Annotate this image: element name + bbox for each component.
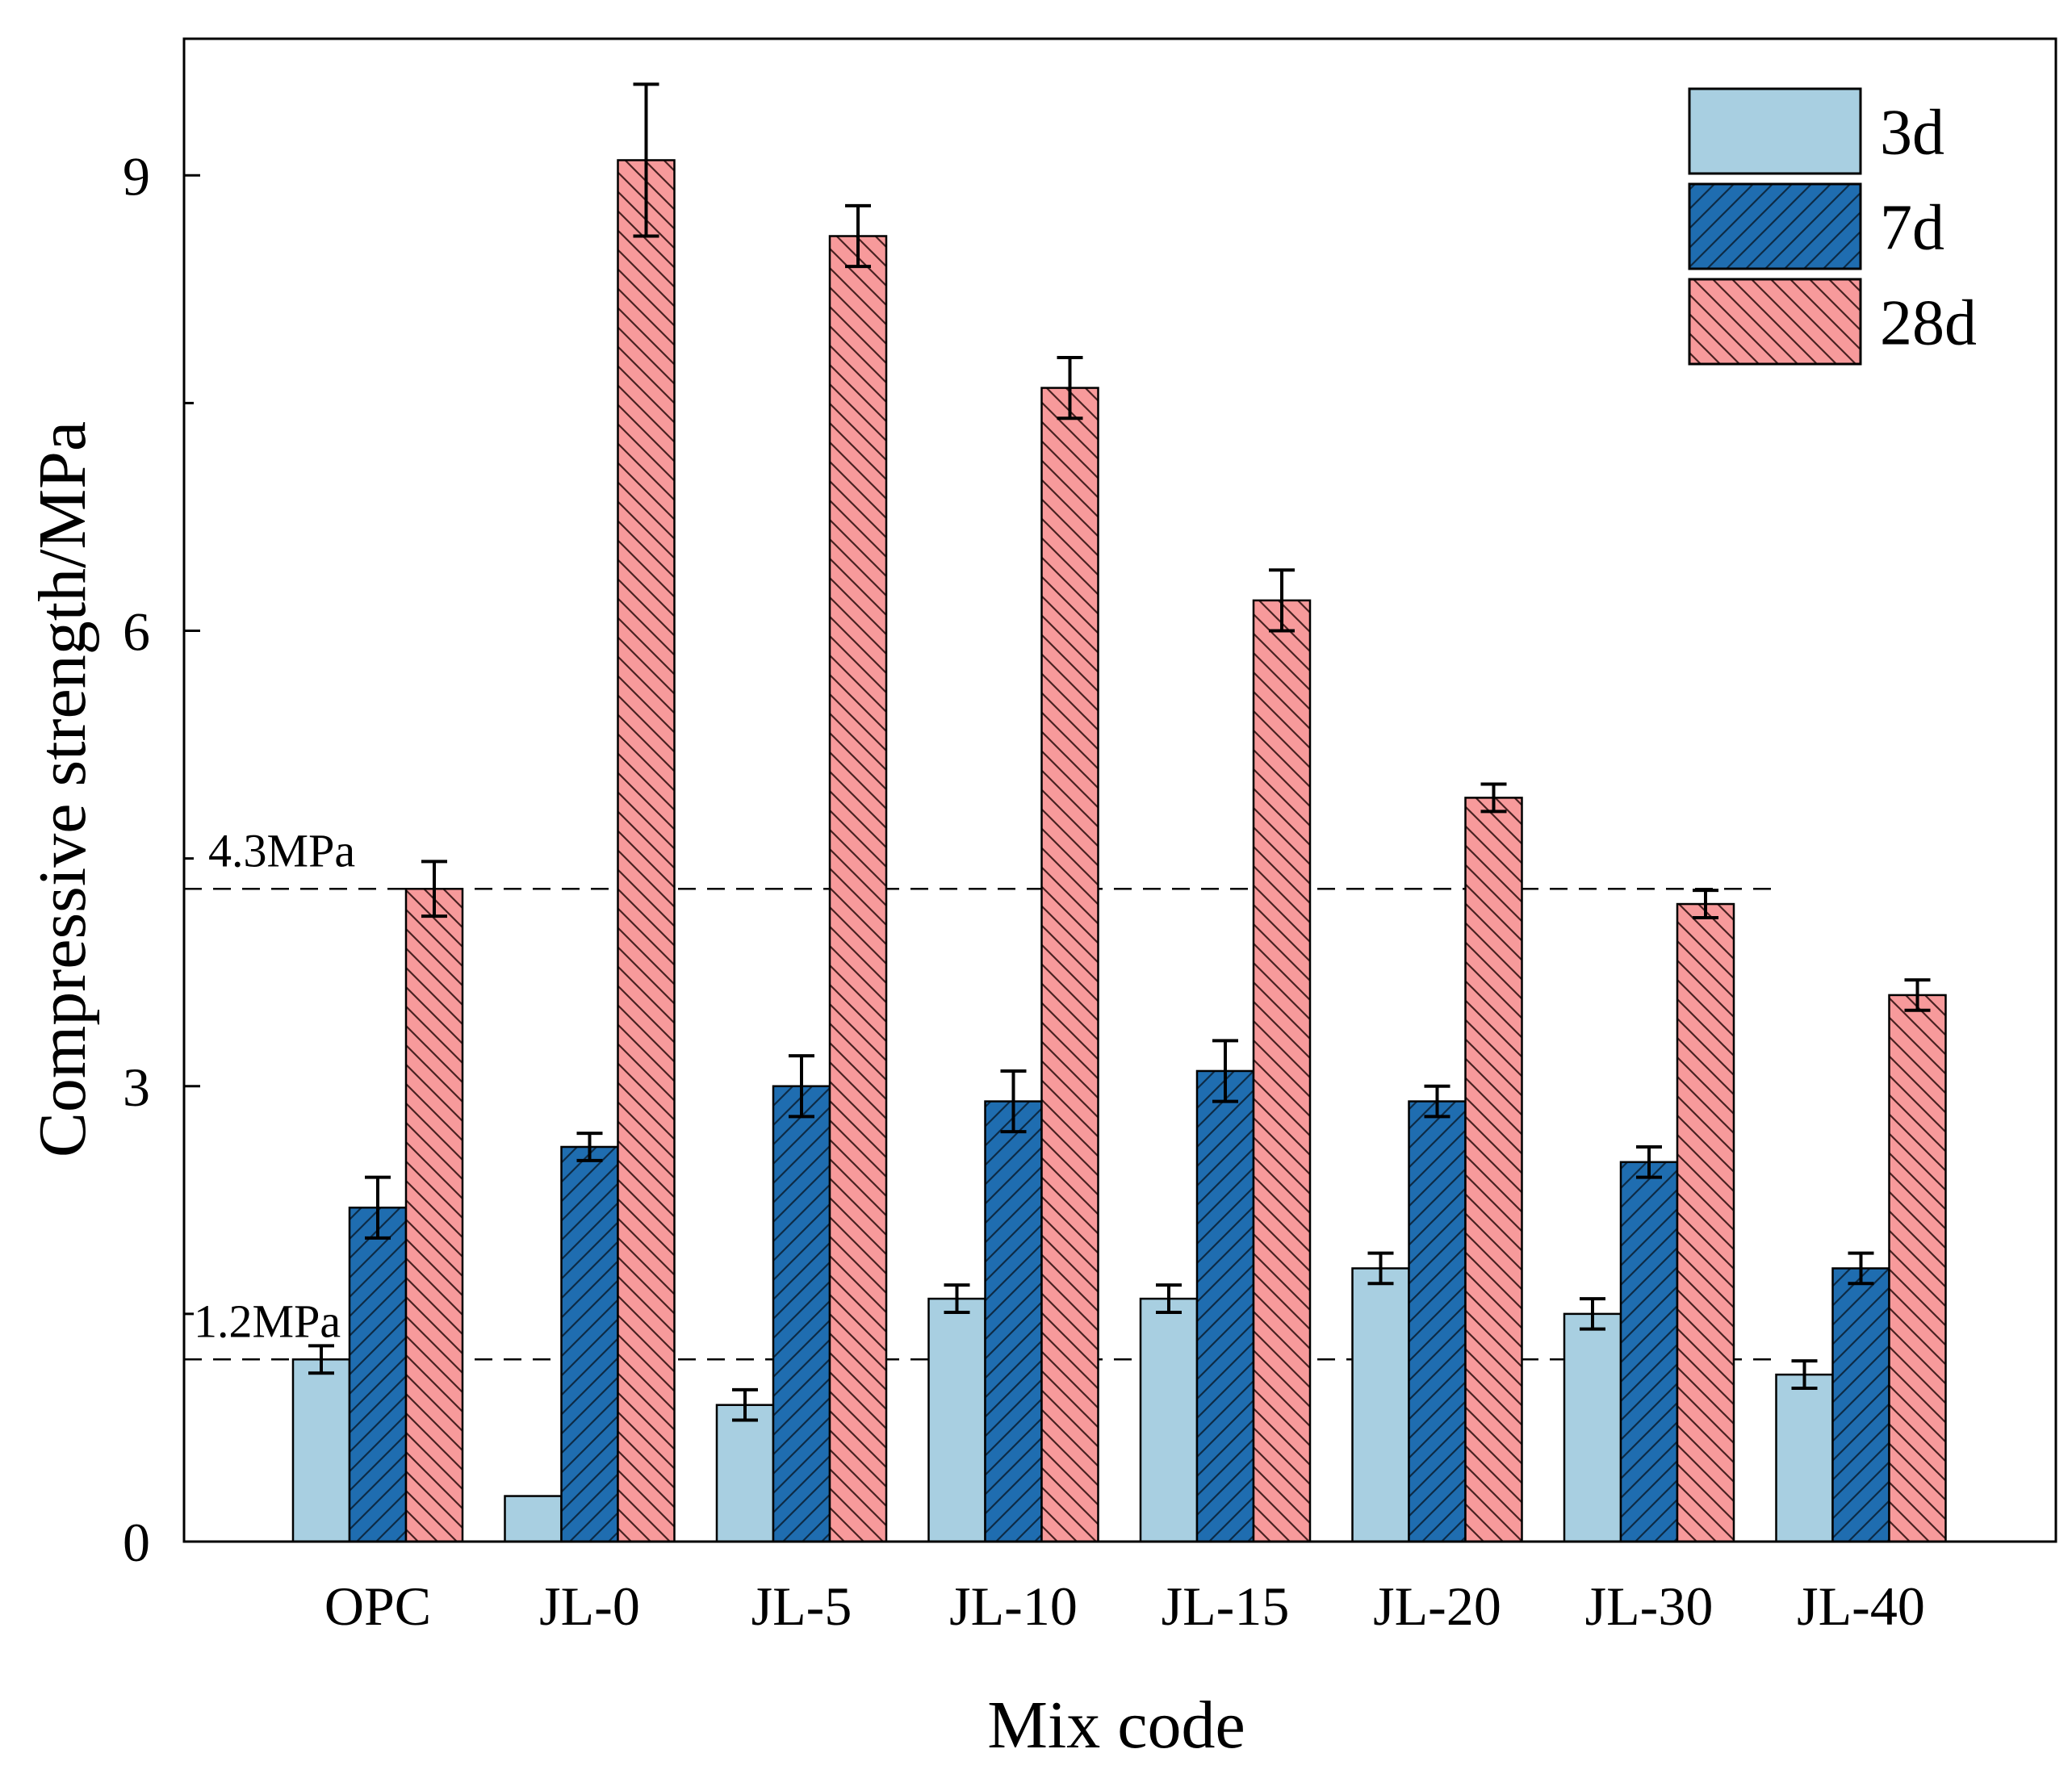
x-tick-label: OPC: [324, 1575, 431, 1637]
bar-3d: [291, 1358, 351, 1543]
legend-swatch-7d: [1688, 182, 1862, 270]
x-axis-title: Mix code: [987, 1688, 1245, 1763]
y-ticks: 0 3 6 9: [123, 145, 200, 1573]
bar-28d: [1676, 902, 1735, 1543]
x-tick-label: JL-40: [1797, 1575, 1925, 1637]
error-bars: [308, 82, 1931, 1422]
legend-swatch-3d: [1688, 87, 1862, 175]
y-tick-label: 6: [123, 601, 150, 663]
bar-7d: [560, 1145, 619, 1543]
bar-7d: [348, 1206, 408, 1543]
bars: [291, 159, 1947, 1543]
axes: [182, 37, 2057, 1543]
bar-28d: [1464, 797, 1523, 1543]
bar-3d: [715, 1404, 775, 1543]
bar-7d: [984, 1100, 1043, 1543]
y-tick-label: 3: [123, 1057, 150, 1118]
y-tick-label: 0: [123, 1512, 150, 1573]
bar-3d: [1139, 1297, 1199, 1543]
bar-3d: [504, 1495, 563, 1543]
bar-7d: [1408, 1100, 1467, 1543]
legend-label-28d: 28d: [1880, 288, 1977, 359]
x-tick-labels: OPC JL-0 JL-5 JL-10 JL-15 JL-20 JL-30 JL-40: [324, 1575, 1925, 1637]
bar-28d: [404, 888, 464, 1543]
bar-3d: [1775, 1373, 1834, 1543]
bar-28d: [1888, 994, 1947, 1543]
bar-7d: [1619, 1161, 1679, 1543]
legend: 3d 7d 28d: [1688, 87, 1977, 366]
reference-line-label: 1.2MPa: [194, 1295, 341, 1347]
legend-label-7d: 7d: [1880, 193, 1944, 264]
y-axis-title: Compressive strength/MPa: [25, 421, 100, 1157]
plot-frame: [182, 37, 2057, 1543]
x-tick-label: JL-10: [949, 1575, 1078, 1637]
x-tick-label: JL-0: [539, 1575, 640, 1637]
bar-28d: [1252, 599, 1312, 1543]
x-tick-label: JL-5: [751, 1575, 852, 1637]
bar-28d: [617, 159, 676, 1543]
bar-7d: [1831, 1267, 1890, 1543]
bar-3d: [1563, 1312, 1622, 1543]
y-tick-label: 9: [123, 145, 150, 207]
legend-swatch-28d: [1688, 278, 1862, 366]
legend-label-3d: 3d: [1880, 98, 1944, 169]
bar-7d: [772, 1085, 831, 1543]
reference-line-label: 4.3MPa: [208, 824, 355, 877]
bar-7d: [1195, 1069, 1255, 1543]
x-tick-label: JL-20: [1373, 1575, 1501, 1637]
bar-3d: [1351, 1267, 1410, 1543]
bar-3d: [927, 1297, 986, 1543]
bar-28d: [828, 235, 888, 1543]
bar-28d: [1040, 387, 1099, 1543]
x-tick-label: JL-30: [1585, 1575, 1714, 1637]
x-tick-label: JL-15: [1162, 1575, 1290, 1637]
